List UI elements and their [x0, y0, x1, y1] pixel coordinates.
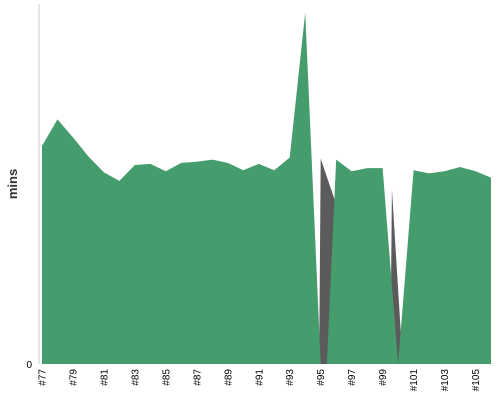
x-tick-label: #105	[471, 369, 482, 392]
x-tick-label: #79	[69, 369, 80, 386]
x-tick-label: #103	[440, 369, 451, 392]
x-tick-label: #99	[378, 369, 389, 386]
x-tick-label: #97	[347, 369, 358, 386]
x-tick-label: #89	[223, 369, 234, 386]
x-tick-label: #101	[409, 369, 420, 392]
x-tick-label: #81	[99, 369, 110, 386]
x-tick-label: #85	[161, 369, 172, 386]
y-axis-label: mins	[5, 169, 20, 199]
x-tick-labels: #77 #79 #81 #83 #85 #87 #89 #91 #93 #95 #97 #99 #101…	[38, 369, 483, 392]
y-tick-label: 0	[26, 360, 32, 371]
x-tick-label: #83	[130, 369, 141, 386]
x-tick-label: #77	[38, 369, 49, 386]
success-series-area	[42, 12, 491, 364]
series-layer	[42, 12, 491, 364]
x-tick-label: #95	[316, 369, 327, 386]
x-tick-label: #87	[192, 369, 203, 386]
x-tick-label: #93	[285, 369, 296, 386]
x-tick-label: #91	[254, 369, 265, 386]
